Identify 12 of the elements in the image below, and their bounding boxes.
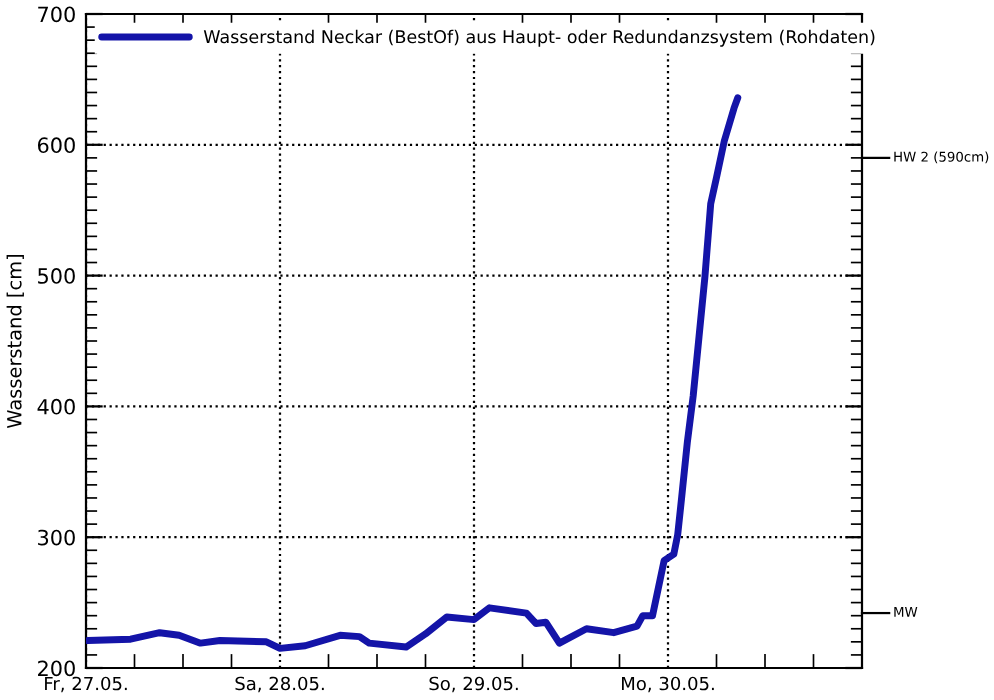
x-tick-label: Fr, 27.05. bbox=[45, 676, 127, 693]
y-axis-title: Wasserstand [cm] bbox=[6, 254, 24, 429]
y-tick-label: 500 bbox=[38, 268, 75, 284]
y-tick-label: 600 bbox=[37, 137, 75, 154]
x-tick-label: So, 29.05. bbox=[429, 676, 518, 693]
y-tick-label: 300 bbox=[38, 529, 75, 546]
x-tick-label: Mo, 30.05. bbox=[622, 676, 714, 693]
legend-label: Wasserstand Neckar (BestOf) aus Haupt- oder Redundanzsystem (Rohdaten) bbox=[203, 29, 875, 47]
y-tick-label: 400 bbox=[37, 398, 75, 415]
x-tick-label: Sa, 28.05. bbox=[235, 676, 324, 693]
y-tick-label: 700 bbox=[38, 6, 75, 23]
y-tick-label: 200 bbox=[38, 660, 75, 677]
